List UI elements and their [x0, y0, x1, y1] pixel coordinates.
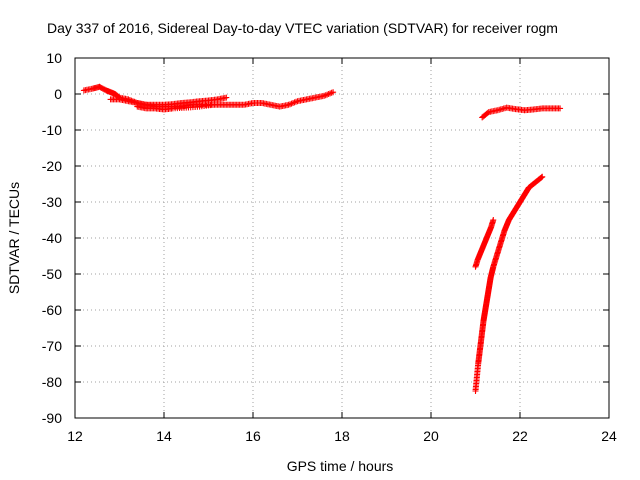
- y-tick-label: -10: [42, 122, 62, 138]
- x-tick-label: 24: [601, 428, 617, 444]
- x-tick-label: 18: [334, 428, 350, 444]
- plot-frame: [74, 57, 610, 419]
- data-point: [539, 173, 546, 180]
- y-tick-label: -30: [42, 194, 62, 210]
- y-axis-label: SDTVAR / TECUs: [6, 182, 22, 294]
- data-point: [330, 89, 337, 96]
- x-axis-label: GPS time / hours: [287, 458, 394, 474]
- data-series: [472, 173, 546, 394]
- data-point: [557, 105, 564, 112]
- x-tick-label: 22: [512, 428, 528, 444]
- x-tick-label: 14: [156, 428, 172, 444]
- x-tick-label: 16: [245, 428, 261, 444]
- data-points: [80, 83, 564, 394]
- chart-title: Day 337 of 2016, Sidereal Day-to-day VTE…: [47, 20, 558, 36]
- y-tick-label: -20: [42, 158, 62, 174]
- data-point: [209, 101, 216, 108]
- data-point: [538, 174, 545, 181]
- y-tick-label: -80: [42, 374, 62, 390]
- grid-lines: [75, 58, 609, 418]
- data-series: [472, 217, 497, 270]
- y-tick-label: -40: [42, 230, 62, 246]
- x-tick-label: 20: [423, 428, 439, 444]
- data-series: [134, 101, 216, 113]
- data-point: [223, 94, 230, 101]
- data-point: [490, 217, 497, 223]
- y-tick-label: -90: [42, 410, 62, 426]
- data-series: [479, 104, 564, 121]
- y-tick-label: -50: [42, 266, 62, 282]
- data-series: [107, 94, 230, 108]
- y-tick-label: 0: [54, 86, 62, 102]
- y-tick-label: 10: [46, 50, 62, 66]
- tick-labels: 12 14 16 18 20 22 24 10 0 -10 -20 -30 -40 -50 -60 -70 -8…: [42, 50, 617, 444]
- y-tick-label: -70: [42, 338, 62, 354]
- y-tick-label: -60: [42, 302, 62, 318]
- data-point: [484, 109, 491, 116]
- x-tick-label: 12: [67, 428, 83, 444]
